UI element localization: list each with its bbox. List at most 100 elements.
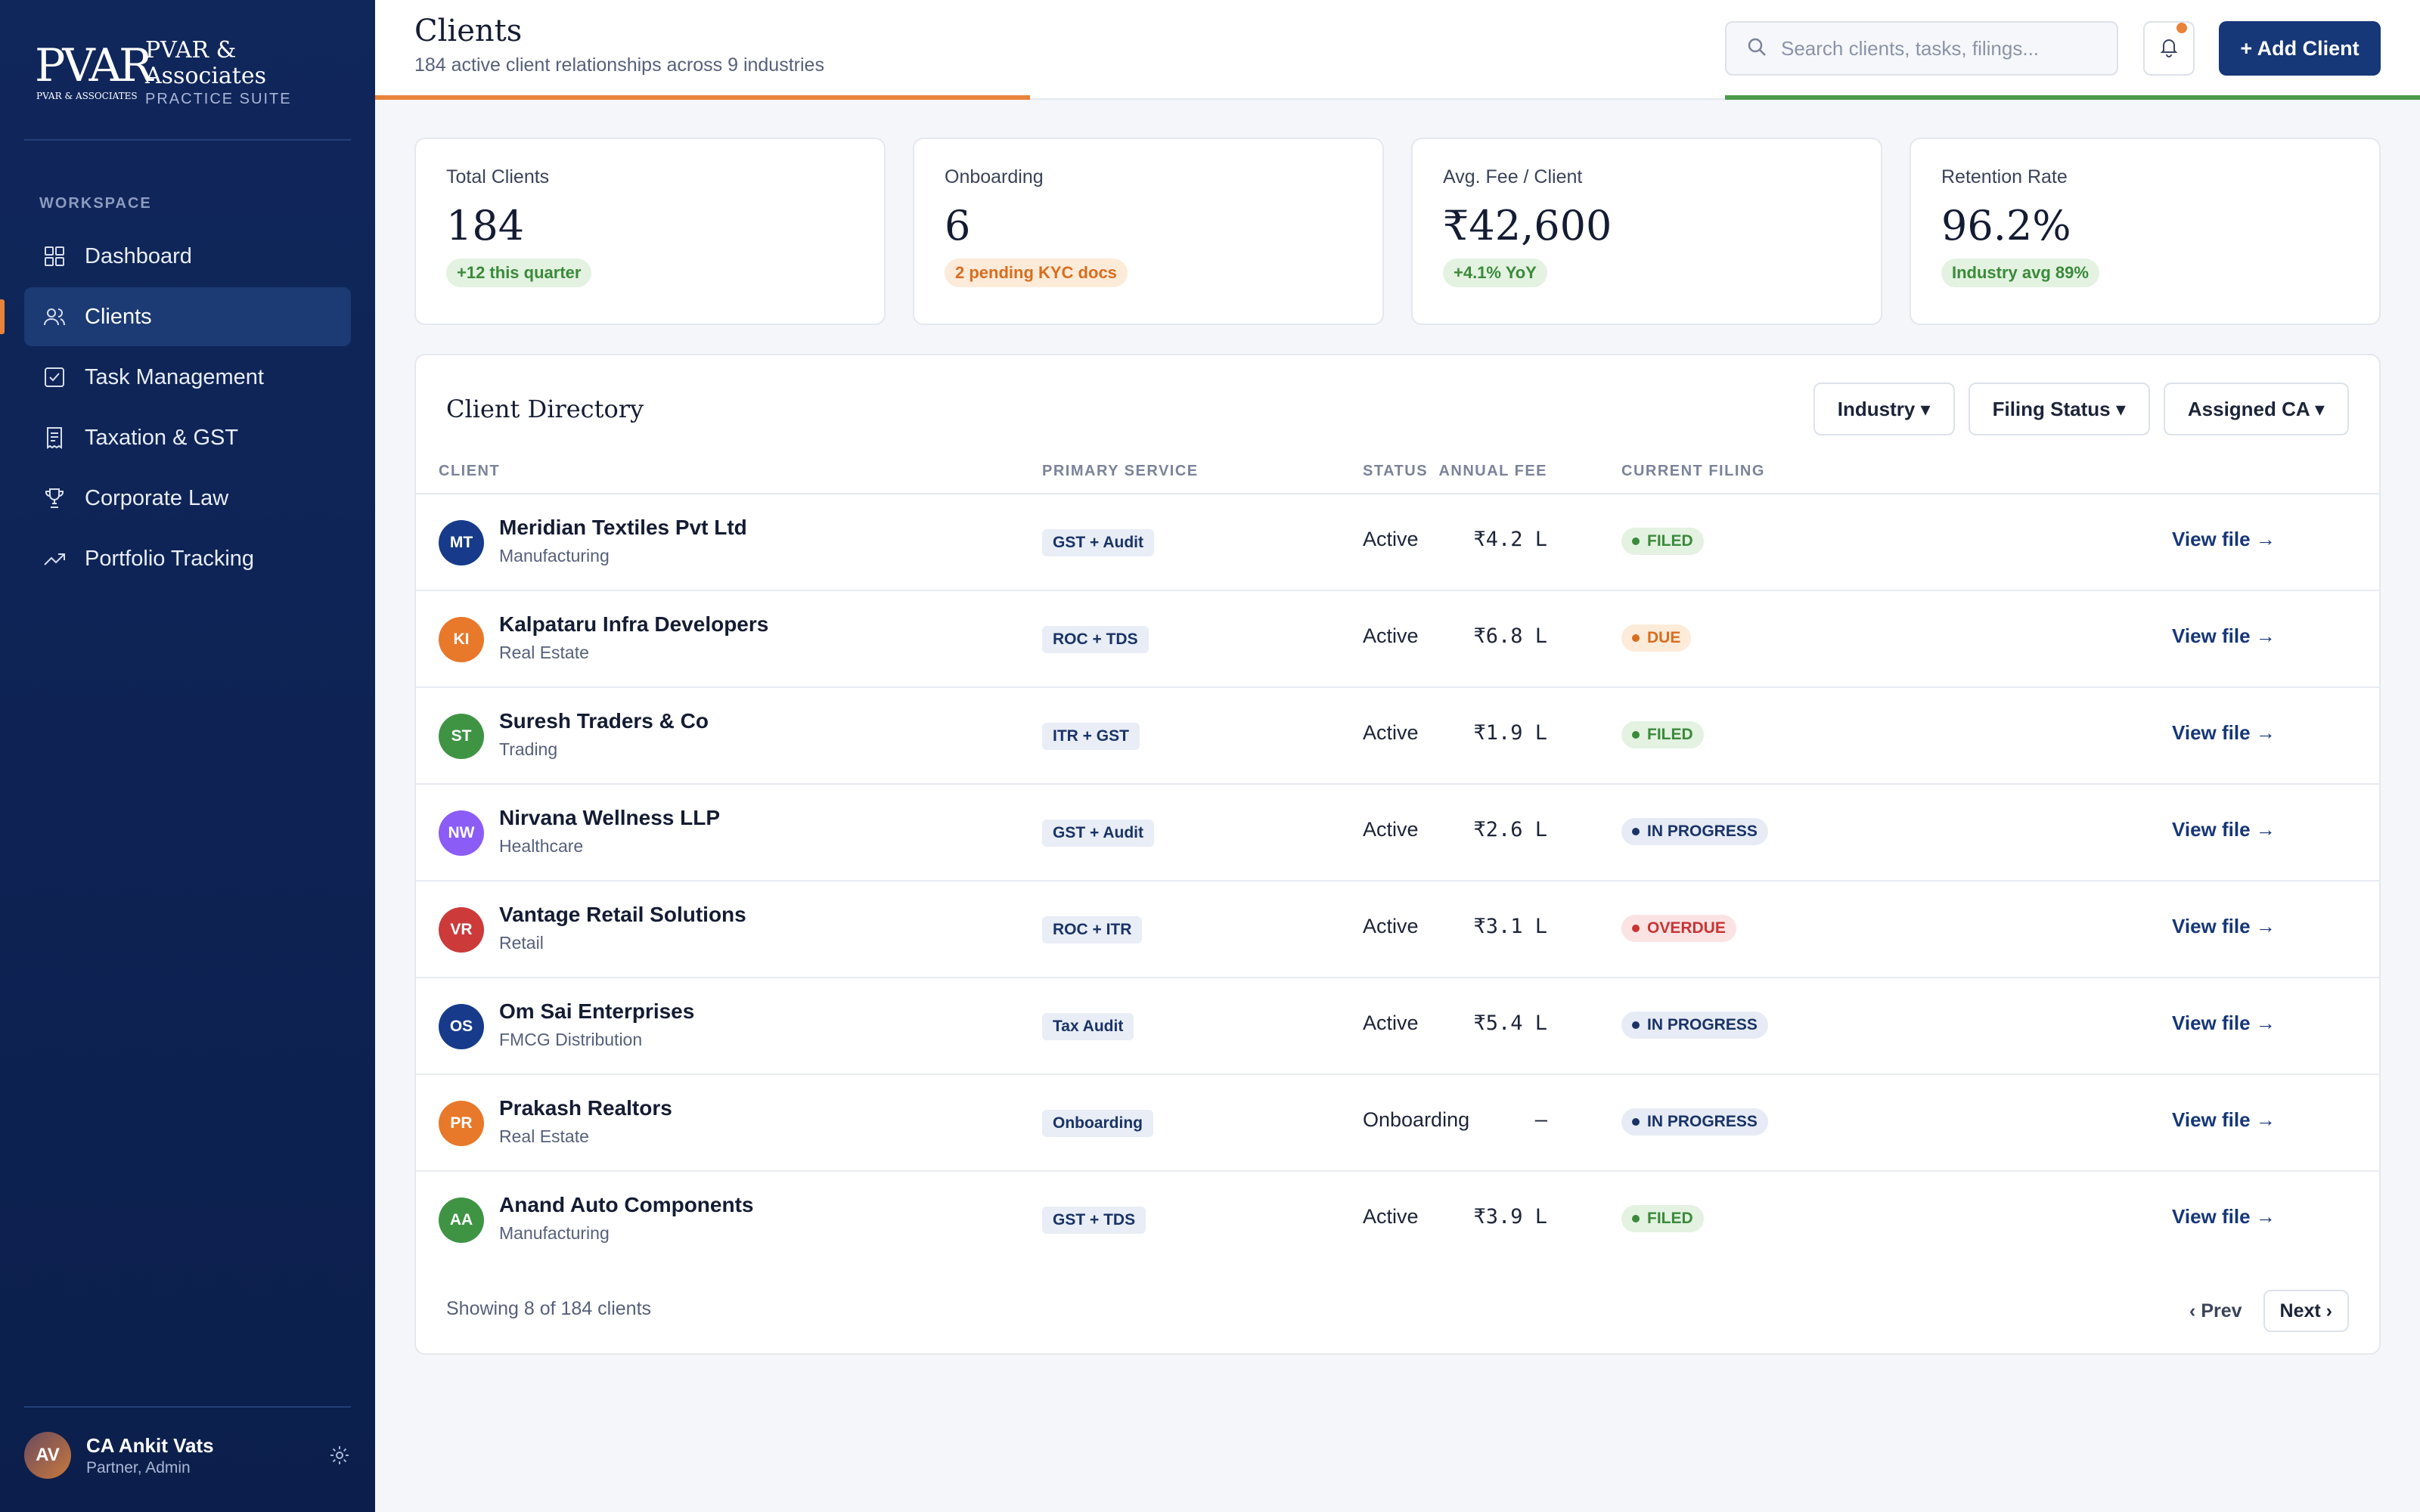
client-name: Nirvana Wellness LLP [499, 806, 721, 829]
stat-card-retention: Retention Rate 96.2% Industry avg 89% [1910, 138, 2381, 325]
table-header: CLIENT PRIMARY SERVICE STATUS CURRENT FI… [416, 452, 2379, 494]
annual-fee: ₹3.1 L [1473, 915, 1547, 938]
prev-page-button[interactable]: ‹ Prev [2189, 1300, 2242, 1321]
search-input[interactable] [1781, 36, 2106, 60]
sidebar-item-corporate-law[interactable]: Corporate Law [24, 469, 351, 528]
filing-badge: DUE [1621, 624, 1692, 652]
stat-label: Retention Rate [1941, 166, 2068, 187]
header-accent-bar [375, 95, 1030, 100]
client-industry: Retail [499, 933, 544, 953]
service-tag: GST + TDS [1042, 1207, 1146, 1234]
table-row[interactable]: VR Vantage Retail Solutions Retail ROC + IT… [416, 881, 2379, 978]
client-industry: Manufacturing [499, 546, 610, 565]
view-file-link[interactable]: View file → [2172, 624, 2276, 647]
client-status: Active [1363, 1012, 1419, 1034]
stat-value: 96.2% [1941, 202, 2071, 249]
client-name: Vantage Retail Solutions [499, 903, 746, 926]
client-industry: Real Estate [499, 1126, 589, 1146]
search-box[interactable] [1725, 21, 2118, 76]
notification-dot [2176, 23, 2187, 33]
sidebar-section-label: WORKSPACE [39, 195, 152, 212]
filing-label: IN PROGRESS [1647, 1113, 1758, 1130]
view-file-link[interactable]: View file → [2172, 818, 2276, 841]
assigned-ca-filter[interactable]: Assigned CA ▾ [2163, 383, 2349, 435]
column-header-filing[interactable]: CURRENT FILING [1621, 463, 1765, 479]
client-status: Active [1363, 915, 1419, 937]
notifications-button[interactable] [2143, 21, 2195, 76]
view-file-link[interactable]: View file → [2172, 528, 2276, 550]
sidebar-item-task-management[interactable]: Task Management [24, 348, 351, 407]
table-row[interactable]: NW Nirvana Wellness LLP Healthcare GST + Au… [416, 785, 2379, 881]
status-dot-icon [1632, 731, 1640, 739]
search-icon [1746, 36, 1767, 61]
sidebar-divider [24, 139, 351, 141]
service-tag: GST + Audit [1042, 529, 1154, 556]
brand[interactable]: PVAR PVAR & ASSOCIATES PVAR & Associates… [35, 38, 292, 108]
client-status: Active [1363, 818, 1419, 841]
client-status: Onboarding [1363, 1108, 1470, 1131]
service-tag: GST + Audit [1042, 820, 1154, 847]
annual-fee: — [1534, 1108, 1547, 1132]
view-file-link[interactable]: View file → [2172, 1012, 2276, 1034]
stat-cards: Total Clients 184 +12 this quarter Onboa… [414, 138, 2381, 325]
status-dot-icon [1632, 925, 1640, 932]
column-header-client[interactable]: CLIENT [439, 463, 501, 479]
view-file-link[interactable]: View file → [2172, 1108, 2276, 1131]
table-row[interactable]: OS Om Sai Enterprises FMCG Distribution Tax… [416, 978, 2379, 1075]
pagination: ‹ Prev Next › [2183, 1290, 2349, 1332]
client-status: Active [1363, 1205, 1419, 1228]
sidebar-item-taxation-gst[interactable]: Taxation & GST [24, 408, 351, 467]
user-role: Partner, Admin [86, 1458, 191, 1476]
table-row[interactable]: MT Meridian Textiles Pvt Ltd Manufacturing… [416, 494, 2379, 591]
column-header-service[interactable]: PRIMARY SERVICE [1042, 463, 1199, 479]
table-row[interactable]: AA Anand Auto Components Manufacturing GST … [416, 1172, 2379, 1269]
top-header: Clients 184 active client relationships … [375, 0, 2420, 100]
table-row[interactable]: PR Prakash Realtors Real Estate Onboarding O… [416, 1075, 2379, 1172]
client-name: Kalpataru Infra Developers [499, 612, 769, 636]
view-file-link[interactable]: View file → [2172, 721, 2276, 744]
annual-fee: ₹5.4 L [1473, 1012, 1547, 1035]
table-row[interactable]: KI Kalpataru Infra Developers Real Estate R… [416, 591, 2379, 688]
column-header-status[interactable]: STATUS [1363, 463, 1429, 479]
sidebar-item-dashboard[interactable]: Dashboard [24, 227, 351, 286]
user-profile[interactable]: AV CA Ankit Vats Partner, Admin [24, 1432, 351, 1479]
filing-badge: IN PROGRESS [1621, 1012, 1768, 1039]
sidebar: PVAR PVAR & ASSOCIATES PVAR & Associates… [0, 0, 375, 1512]
trend-icon [42, 547, 67, 571]
client-name: Meridian Textiles Pvt Ltd [499, 516, 747, 539]
stat-label: Onboarding [945, 166, 1044, 187]
filing-badge: FILED [1621, 528, 1704, 555]
status-dot-icon [1632, 634, 1640, 642]
client-directory: Client Directory Industry ▾ Filing Statu… [414, 354, 2381, 1355]
brand-subtitle: PRACTICE SUITE [145, 91, 292, 107]
annual-fee: ₹4.2 L [1473, 528, 1547, 551]
page-subtitle: 184 active client relationships across 9… [414, 54, 824, 76]
next-page-button[interactable]: Next › [2263, 1290, 2349, 1332]
sidebar-item-clients[interactable]: Clients [0, 287, 351, 346]
filing-badge: FILED [1621, 721, 1704, 748]
user-name: CA Ankit Vats [86, 1433, 214, 1457]
sidebar-item-label: Corporate Law [85, 485, 229, 510]
column-header-fee[interactable]: ANNUAL FEE [1438, 463, 1547, 479]
stat-badge: +4.1% YoY [1443, 259, 1547, 287]
service-tag: ITR + GST [1042, 723, 1140, 750]
filing-status-filter[interactable]: Filing Status ▾ [1968, 383, 2150, 435]
industry-filter[interactable]: Industry ▾ [1813, 383, 1955, 435]
annual-fee: ₹1.9 L [1473, 721, 1547, 745]
brand-name: PVAR & Associates [145, 37, 267, 89]
client-industry: Real Estate [499, 643, 589, 662]
view-file-link[interactable]: View file → [2172, 915, 2276, 937]
table-row[interactable]: ST Suresh Traders & Co Trading ITR + GST Act… [416, 688, 2379, 785]
add-client-button[interactable]: + Add Client [2219, 21, 2381, 76]
status-dot-icon [1632, 1118, 1640, 1126]
sidebar-item-label: Dashboard [85, 243, 192, 268]
service-tag: ROC + ITR [1042, 916, 1143, 943]
status-dot-icon [1632, 1215, 1640, 1222]
view-file-link[interactable]: View file → [2172, 1205, 2276, 1228]
stat-value: 6 [945, 202, 971, 249]
gear-icon[interactable] [328, 1444, 351, 1467]
annual-fee: ₹3.9 L [1473, 1205, 1547, 1228]
sidebar-item-portfolio-tracking[interactable]: Portfolio Tracking [24, 529, 351, 588]
client-industry: Healthcare [499, 836, 584, 856]
checkbox-icon [42, 365, 67, 389]
